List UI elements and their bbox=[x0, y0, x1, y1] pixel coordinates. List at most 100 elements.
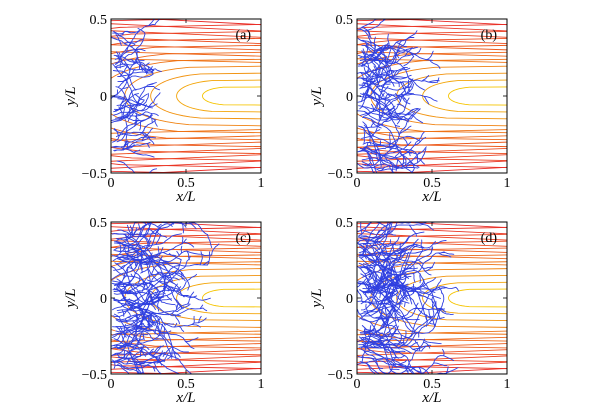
fracture-branch bbox=[367, 284, 371, 290]
fracture-branch bbox=[389, 46, 400, 59]
x-axis-label: x/L bbox=[421, 390, 441, 406]
fracture-path bbox=[363, 263, 432, 319]
fracture-branch bbox=[388, 105, 396, 111]
fracture-branch bbox=[148, 258, 154, 268]
fracture-branch bbox=[442, 311, 454, 316]
fracture-branch bbox=[397, 162, 406, 169]
fracture-path bbox=[360, 302, 419, 349]
fracture-branch bbox=[157, 246, 160, 254]
panel-label: (a) bbox=[235, 28, 251, 43]
fracture-path bbox=[116, 351, 199, 374]
fracture-branch bbox=[116, 332, 122, 342]
fracture-branch bbox=[156, 316, 161, 324]
fracture-branch bbox=[122, 268, 129, 280]
fracture-branch bbox=[380, 112, 393, 117]
fracture-branch bbox=[368, 56, 377, 60]
fracture-path bbox=[357, 36, 415, 52]
fracture-branch bbox=[146, 222, 151, 228]
fracture-path bbox=[114, 141, 151, 152]
fracture-branch bbox=[207, 234, 213, 249]
fracture-branch bbox=[123, 60, 131, 72]
fracture-branch bbox=[143, 236, 150, 247]
fracture-branch bbox=[367, 325, 372, 337]
fracture-branch bbox=[383, 311, 391, 320]
fracture-branch bbox=[387, 33, 390, 49]
fracture-branch bbox=[187, 291, 195, 305]
fracture-branch bbox=[118, 33, 124, 37]
x-tick-label: 1 bbox=[504, 377, 511, 392]
fracture-branch bbox=[142, 373, 144, 374]
fracture-branch bbox=[137, 325, 151, 330]
fracture-branch bbox=[199, 304, 204, 310]
fracture-branch bbox=[402, 116, 410, 121]
fracture-branch bbox=[137, 27, 146, 35]
fracture-branch bbox=[417, 282, 426, 290]
fracture-branch bbox=[159, 280, 169, 283]
fracture-branch bbox=[402, 94, 405, 100]
fracture-branch bbox=[388, 222, 390, 223]
contour-line bbox=[111, 154, 261, 162]
fracture-branch bbox=[418, 366, 422, 374]
fracture-branch bbox=[162, 251, 177, 257]
contour-line bbox=[357, 213, 507, 222]
fracture-branch bbox=[122, 116, 127, 121]
fracture-branch bbox=[394, 258, 402, 263]
fracture-path bbox=[112, 104, 147, 116]
fracture-path bbox=[115, 313, 157, 321]
contour-line bbox=[111, 58, 261, 134]
contour-line bbox=[111, 213, 261, 222]
contour-line bbox=[176, 79, 261, 113]
fracture-branch bbox=[151, 117, 153, 124]
fracture-branch bbox=[153, 356, 165, 363]
fracture-branch bbox=[394, 124, 401, 127]
fracture-branch bbox=[413, 329, 416, 335]
fracture-branch bbox=[375, 332, 383, 336]
fracture-branch bbox=[153, 222, 155, 223]
fracture-branch bbox=[417, 146, 427, 155]
fracture-branch bbox=[386, 255, 390, 268]
fracture-branch bbox=[385, 291, 399, 299]
x-tick-label: 0.5 bbox=[423, 176, 441, 191]
fracture-path bbox=[112, 271, 159, 294]
x-tick-label: 1 bbox=[258, 377, 265, 392]
fracture-branch bbox=[131, 58, 135, 64]
fracture-branch bbox=[379, 334, 381, 340]
fracture-branch bbox=[146, 240, 152, 249]
fracture-path bbox=[361, 336, 413, 354]
fracture-branch bbox=[117, 78, 127, 88]
fracture-branch bbox=[434, 278, 442, 290]
fracture-path bbox=[357, 77, 413, 91]
y-axis-label: y/L bbox=[63, 86, 79, 107]
contour-line bbox=[357, 10, 507, 19]
contour-line bbox=[111, 233, 261, 241]
fracture-path bbox=[358, 97, 410, 129]
fracture-branch bbox=[376, 83, 391, 88]
fracture-path bbox=[357, 355, 459, 374]
fracture-branch bbox=[153, 222, 156, 223]
fracture-branch bbox=[374, 250, 384, 262]
fracture-branch bbox=[421, 75, 430, 82]
fracture-path bbox=[113, 255, 185, 287]
x-tick-label: 0 bbox=[354, 176, 361, 191]
fracture-branch bbox=[151, 345, 162, 357]
fracture-path bbox=[113, 346, 145, 364]
fracture-branch bbox=[374, 272, 377, 281]
plot-area bbox=[111, 213, 261, 374]
fracture-branch bbox=[175, 286, 182, 292]
fracture-branch bbox=[167, 355, 172, 360]
fracture-branch bbox=[177, 281, 187, 292]
fracture-branch bbox=[377, 308, 386, 315]
fracture-branch bbox=[127, 282, 133, 286]
fracture-branch bbox=[441, 292, 445, 307]
y-tick-label: 0 bbox=[100, 292, 107, 307]
fracture-path bbox=[357, 144, 402, 154]
fracture-branch bbox=[133, 298, 139, 302]
fracture-branch bbox=[419, 273, 421, 284]
fracture-branch bbox=[127, 68, 136, 79]
fracture-branch bbox=[163, 326, 165, 337]
fracture-branch bbox=[397, 275, 412, 281]
fracture-branch bbox=[360, 222, 363, 235]
fracture-branch bbox=[425, 314, 428, 327]
fracture-branch bbox=[379, 284, 385, 299]
contour-line bbox=[111, 23, 261, 32]
